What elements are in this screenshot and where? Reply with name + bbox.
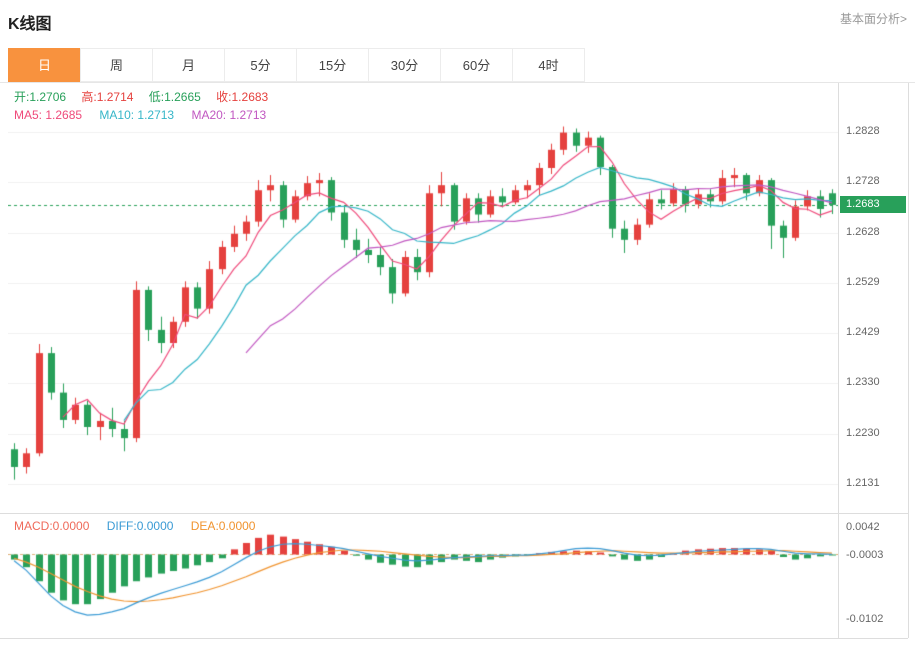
price-axis-label: 1.2230 — [846, 427, 880, 440]
dea-value: DEA:0.0000 — [190, 519, 256, 533]
price-axis-label: 1.2131 — [846, 477, 880, 490]
price-axis-label: 1.2828 — [846, 124, 880, 137]
low-value: 低:1.2665 — [148, 90, 201, 104]
ma20-value: MA20: 1.2713 — [191, 108, 267, 122]
macd-axis: 0.0042 -0.0003 -0.0102 — [838, 513, 909, 638]
open-value: 开:1.2706 — [14, 90, 67, 104]
price-axis-label: 1.2330 — [846, 376, 880, 389]
tab-day[interactable]: 日 — [8, 48, 81, 82]
tab-30min[interactable]: 30分 — [368, 48, 441, 82]
tab-month[interactable]: 月 — [152, 48, 225, 82]
tab-5min[interactable]: 5分 — [224, 48, 297, 82]
macd-value: MACD:0.0000 — [14, 519, 90, 533]
price-axis-label: 1.2728 — [846, 175, 880, 188]
price-axis: 1.2683 1.2828 1.2728 1.2628 1.2529 1.2429 1.2… — [838, 83, 909, 513]
price-axis-label: 1.2529 — [846, 275, 880, 288]
header: K线图 基本面分析> — [0, 0, 915, 48]
bottom-border — [0, 638, 908, 639]
macd-chart-canvas[interactable] — [8, 513, 838, 638]
page-title: K线图 — [8, 16, 52, 33]
chart-frame: 开:1.2706 高:1.2714 低:1.2665 收:1.2683 MA5:… — [0, 83, 915, 644]
tab-week[interactable]: 周 — [80, 48, 153, 82]
ma5-value: MA5: 1.2685 — [14, 108, 83, 122]
tab-15min[interactable]: 15分 — [296, 48, 369, 82]
current-price-badge: 1.2683 — [840, 195, 906, 213]
high-value: 高:1.2714 — [81, 90, 134, 104]
fundamental-analysis-link[interactable]: 基本面分析> — [839, 12, 907, 26]
tab-60min[interactable]: 60分 — [440, 48, 513, 82]
tab-4hour[interactable]: 4时 — [512, 48, 585, 82]
candlestick-chart-canvas[interactable] — [8, 83, 838, 513]
macd-info-row: MACD:0.0000 DIFF:0.0000 DEA:0.0000 — [14, 519, 269, 533]
price-axis-label: 1.2429 — [846, 326, 880, 339]
macd-axis-label: -0.0003 — [846, 549, 884, 562]
ohlc-info-row: 开:1.2706 高:1.2714 低:1.2665 收:1.2683 — [14, 88, 280, 105]
timeframe-tabs: 日 周 月 5分 15分 30分 60分 4时 — [0, 48, 915, 83]
ma10-value: MA10: 1.2713 — [99, 108, 175, 122]
price-axis-label: 1.2628 — [846, 225, 880, 238]
macd-axis-label: 0.0042 — [846, 520, 880, 533]
macd-axis-label: -0.0102 — [846, 612, 884, 625]
right-border — [908, 83, 909, 638]
ma-info-row: MA5: 1.2685 MA10: 1.2713 MA20: 1.2713 — [14, 108, 280, 122]
diff-value: DIFF:0.0000 — [106, 519, 174, 533]
close-value: 收:1.2683 — [216, 90, 269, 104]
